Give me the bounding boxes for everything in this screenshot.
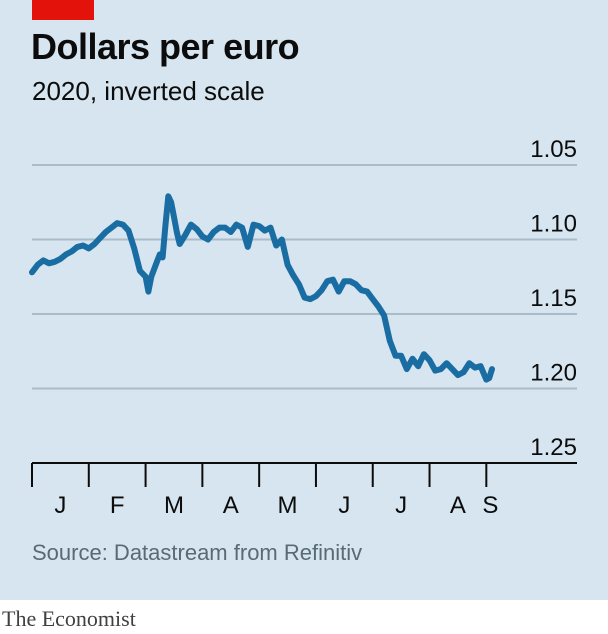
- x-tick-label: M: [164, 492, 184, 519]
- x-tick-label: F: [110, 492, 125, 519]
- x-tick-label: J: [54, 492, 66, 519]
- x-tick-label: S: [482, 492, 498, 519]
- brand-footer: The Economist: [2, 606, 136, 631]
- brand-red-tag: [32, 0, 94, 20]
- y-tick-label: 1.25: [530, 434, 577, 461]
- gridlines: [32, 164, 577, 390]
- y-tick-label: 1.20: [530, 360, 577, 387]
- x-tick-label: A: [450, 492, 466, 519]
- y-axis-labels: 1.05 1.10 1.15 1.20 1.25: [530, 136, 577, 461]
- x-tick-label: A: [223, 492, 239, 519]
- y-tick-label: 1.05: [530, 136, 577, 163]
- x-tick-label: M: [278, 492, 298, 519]
- x-tick-label: J: [338, 492, 350, 519]
- source-note: Source: Datastream from Refinitiv: [32, 540, 363, 565]
- series-line: [29, 193, 495, 383]
- chart-title: Dollars per euro: [31, 26, 300, 67]
- x-tick-label: J: [395, 492, 407, 519]
- y-tick-label: 1.10: [530, 211, 577, 238]
- chart-subtitle: 2020, inverted scale: [32, 76, 265, 106]
- series-group: [29, 193, 495, 383]
- y-tick-label: 1.15: [530, 285, 577, 312]
